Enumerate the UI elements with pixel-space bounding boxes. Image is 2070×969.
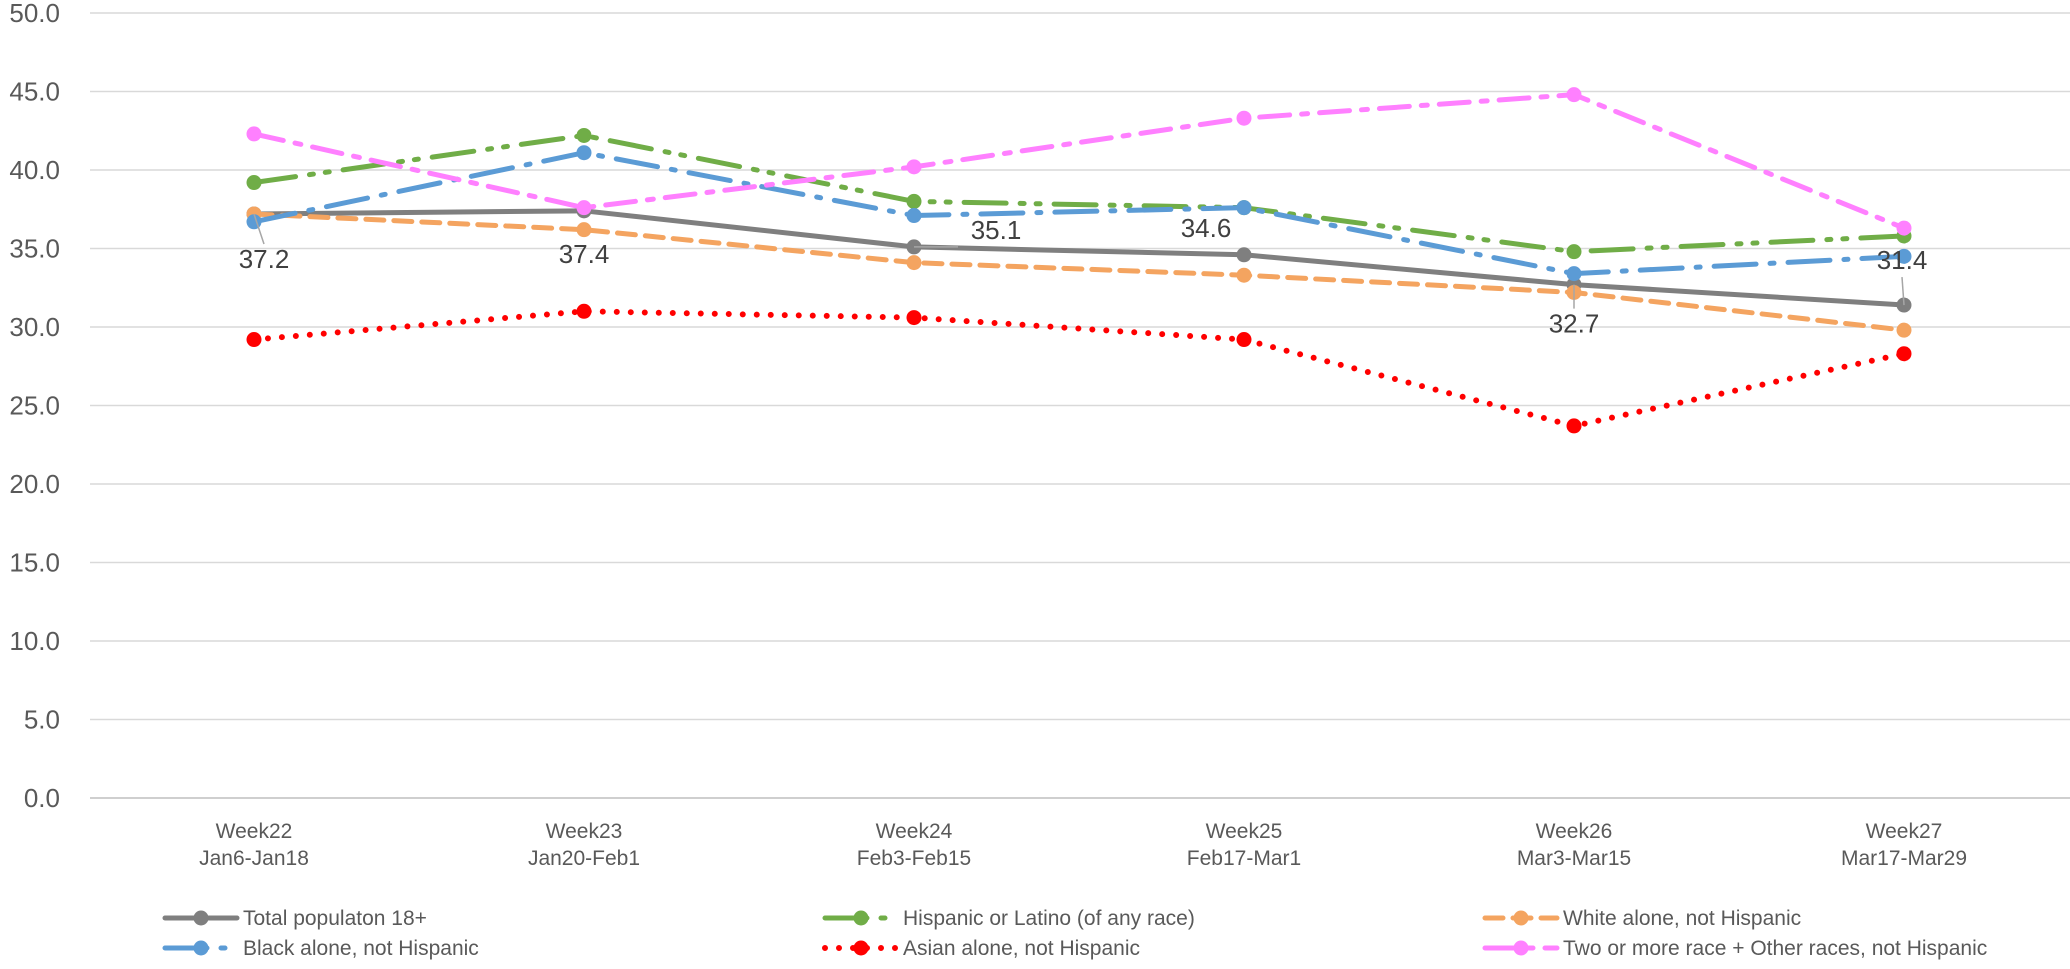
data-point xyxy=(1566,244,1582,260)
legend-item: Hispanic or Latino (of any race) xyxy=(822,907,1195,930)
legend-swatch-marker xyxy=(193,940,209,956)
y-tick-label: 35.0 xyxy=(9,234,60,264)
data-point xyxy=(576,200,592,216)
data-point xyxy=(246,175,262,191)
x-tick-label: Feb3-Feb15 xyxy=(857,847,971,870)
y-tick-label: 5.0 xyxy=(24,705,60,735)
legend-label: Black alone, not Hispanic xyxy=(243,937,479,960)
data-point xyxy=(576,303,592,319)
data-point xyxy=(246,126,262,142)
legend-label: Two or more race + Other races, not Hisp… xyxy=(1563,937,1987,960)
data-point xyxy=(1236,267,1252,283)
gridlines xyxy=(90,12,2070,799)
series-lines xyxy=(246,87,1912,434)
x-tick-label: Week23 xyxy=(546,820,623,843)
y-tick-label: 20.0 xyxy=(9,469,60,499)
x-tick-label: Jan20-Feb1 xyxy=(528,847,640,870)
x-tick-label: Feb17-Mar1 xyxy=(1187,847,1301,870)
data-point xyxy=(906,159,922,175)
data-point xyxy=(246,214,262,230)
x-tick-label: Mar3-Mar15 xyxy=(1517,847,1631,870)
data-point xyxy=(1896,248,1912,264)
data-point xyxy=(1236,247,1252,263)
legend-label: Asian alone, not Hispanic xyxy=(903,937,1140,960)
series-0 xyxy=(246,203,1912,313)
data-point xyxy=(1896,346,1912,362)
data-point xyxy=(906,310,922,326)
x-tick-label: Week25 xyxy=(1206,820,1283,843)
data-label: 37.4 xyxy=(559,239,610,269)
legend-swatch-marker xyxy=(1513,910,1529,926)
data-label: 34.6 xyxy=(1181,213,1232,243)
x-tick-label: Week27 xyxy=(1866,820,1943,843)
x-tick-label: Week24 xyxy=(876,820,953,843)
data-point xyxy=(1566,266,1582,282)
data-point xyxy=(1236,110,1252,126)
legend-label: White alone, not Hispanic xyxy=(1563,907,1801,930)
legend: Total populaton 18+ Hispanic or Latino (o… xyxy=(162,907,1987,960)
y-tick-label: 30.0 xyxy=(9,312,60,342)
x-axis-ticks: Week22 Jan6-Jan18 Week23 Jan20-Feb1 Week24 Fe… xyxy=(199,820,1967,870)
legend-swatch-marker xyxy=(1513,940,1529,956)
data-point xyxy=(906,208,922,224)
data-point xyxy=(1236,332,1252,348)
legend-label: Total populaton 18+ xyxy=(243,907,427,930)
series-1 xyxy=(246,127,1912,260)
data-label-leader xyxy=(1901,276,1905,306)
y-tick-label: 45.0 xyxy=(9,77,60,107)
data-point xyxy=(1236,200,1252,216)
series-line xyxy=(251,211,1907,333)
data-point xyxy=(576,145,592,161)
y-tick-label: 0.0 xyxy=(24,783,60,813)
data-point xyxy=(246,332,262,348)
x-tick-label: Week26 xyxy=(1536,820,1613,843)
y-tick-label: 25.0 xyxy=(9,391,60,421)
series-5 xyxy=(246,87,1912,236)
x-tick-label: Mar17-Mar29 xyxy=(1841,847,1967,870)
y-axis-ticks: 0.0 5.0 10.0 15.0 20.0 25.0 30.0 35.0 40.0 45.0 50… xyxy=(9,0,60,813)
legend-swatch-marker xyxy=(193,910,209,926)
data-label: 37.2 xyxy=(239,244,290,274)
legend-swatch-marker xyxy=(853,940,869,956)
data-labels: 37.2 37.4 35.1 34.6 32.7 31.4 xyxy=(239,213,1928,339)
y-tick-label: 50.0 xyxy=(9,0,60,28)
series-line xyxy=(251,308,1907,429)
data-point xyxy=(1566,87,1582,103)
legend-swatch-marker xyxy=(853,910,869,926)
data-point xyxy=(1566,418,1582,434)
y-tick-label: 40.0 xyxy=(9,155,60,185)
y-tick-label: 10.0 xyxy=(9,626,60,656)
data-point xyxy=(1896,322,1912,338)
series-line xyxy=(251,208,1907,308)
legend-item: White alone, not Hispanic xyxy=(1482,907,1801,930)
data-label: 32.7 xyxy=(1549,309,1600,339)
legend-label: Hispanic or Latino (of any race) xyxy=(903,907,1195,930)
data-label-leader xyxy=(253,213,265,245)
data-point xyxy=(576,222,592,238)
series-3 xyxy=(246,145,1912,282)
legend-item: Asian alone, not Hispanic xyxy=(822,937,1140,960)
series-2 xyxy=(246,206,1912,338)
x-tick-label: Week22 xyxy=(216,820,293,843)
legend-item: Two or more race + Other races, not Hisp… xyxy=(1482,937,1987,960)
x-tick-label: Jan6-Jan18 xyxy=(199,847,309,870)
data-point xyxy=(906,255,922,271)
series-line xyxy=(251,150,1907,277)
data-label: 35.1 xyxy=(971,215,1022,245)
legend-item: Black alone, not Hispanic xyxy=(162,937,479,960)
series-line xyxy=(251,132,1907,255)
series-line xyxy=(251,92,1907,231)
y-tick-label: 15.0 xyxy=(9,548,60,578)
series-4 xyxy=(246,303,1912,434)
data-label: 31.4 xyxy=(1877,245,1928,275)
data-point xyxy=(576,127,592,143)
legend-item: Total populaton 18+ xyxy=(162,907,427,930)
data-point xyxy=(906,193,922,209)
data-point xyxy=(1896,220,1912,236)
